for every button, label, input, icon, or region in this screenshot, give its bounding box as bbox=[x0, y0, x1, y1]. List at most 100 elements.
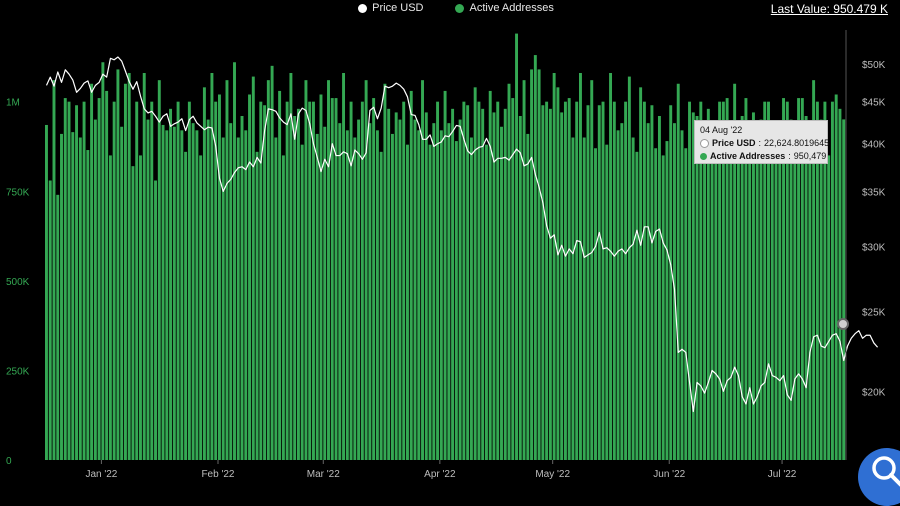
bar bbox=[154, 180, 157, 460]
bar bbox=[733, 83, 737, 460]
bar bbox=[195, 130, 199, 460]
bar bbox=[263, 105, 267, 460]
bar bbox=[778, 137, 782, 460]
bar bbox=[409, 90, 413, 461]
last-value-link[interactable]: Last Value: 950.479 K bbox=[770, 2, 888, 16]
bar bbox=[225, 80, 229, 461]
bar bbox=[763, 101, 767, 461]
bar bbox=[827, 155, 831, 461]
right-tick-label: $30K bbox=[862, 242, 886, 253]
bar bbox=[642, 101, 646, 461]
bar bbox=[67, 101, 71, 461]
bar bbox=[503, 108, 507, 460]
bar bbox=[812, 80, 816, 461]
bar bbox=[582, 137, 586, 460]
bar bbox=[748, 123, 752, 461]
bar bbox=[338, 123, 342, 461]
bar bbox=[97, 98, 101, 460]
bar bbox=[537, 69, 541, 461]
bar bbox=[187, 101, 191, 461]
right-axis-ticks: $20K $25K $30K $35K $40K $45K $50K bbox=[862, 60, 886, 398]
bar bbox=[838, 108, 842, 460]
bar bbox=[834, 94, 838, 460]
bar bbox=[511, 98, 515, 460]
bar bbox=[458, 119, 462, 460]
bar bbox=[481, 108, 485, 460]
bar bbox=[736, 137, 740, 460]
right-tick-label: $50K bbox=[862, 60, 886, 71]
bar bbox=[657, 116, 661, 460]
bar bbox=[691, 112, 695, 461]
bar bbox=[312, 101, 315, 461]
bar bbox=[759, 119, 763, 460]
bar bbox=[428, 144, 432, 461]
left-tick-label: 1M bbox=[6, 98, 20, 109]
bar bbox=[398, 119, 402, 460]
bar bbox=[105, 90, 109, 461]
bar bbox=[571, 137, 575, 460]
bar bbox=[515, 33, 518, 460]
bar bbox=[669, 105, 673, 460]
bar bbox=[176, 101, 180, 461]
bar bbox=[601, 101, 605, 461]
tooltip-addresses-label: Active Addresses bbox=[710, 151, 786, 161]
hover-point[interactable] bbox=[837, 318, 849, 330]
bar bbox=[454, 141, 458, 460]
bar bbox=[541, 105, 545, 460]
bar bbox=[131, 166, 135, 461]
bar bbox=[594, 148, 597, 460]
bar bbox=[123, 83, 127, 460]
bar bbox=[616, 130, 620, 460]
bar bbox=[597, 105, 601, 460]
bar bbox=[714, 144, 718, 461]
legend-item-price[interactable]: Price USD bbox=[346, 2, 423, 14]
bar bbox=[368, 123, 372, 461]
bar bbox=[477, 101, 481, 461]
bar bbox=[165, 130, 169, 460]
bar bbox=[244, 130, 248, 460]
bar bbox=[116, 69, 120, 461]
bar bbox=[214, 101, 218, 461]
x-tick-label: May '22 bbox=[535, 469, 570, 480]
bar bbox=[518, 116, 522, 460]
search-icon bbox=[872, 456, 900, 487]
legend-item-active-addresses[interactable]: Active Addresses bbox=[443, 2, 554, 14]
bar bbox=[676, 83, 680, 460]
bar bbox=[390, 133, 394, 461]
bar bbox=[552, 73, 556, 460]
bar bbox=[530, 69, 534, 461]
price-line bbox=[45, 56, 879, 413]
bar bbox=[830, 101, 834, 461]
bar bbox=[680, 130, 684, 460]
bar bbox=[364, 80, 368, 461]
bar bbox=[439, 130, 443, 460]
active-addresses-bars bbox=[45, 33, 846, 461]
right-tick-label: $35K bbox=[862, 187, 886, 198]
x-tick-label: Mar '22 bbox=[307, 469, 340, 480]
bar bbox=[45, 124, 48, 461]
bar bbox=[300, 144, 304, 461]
bar bbox=[721, 101, 725, 461]
bar bbox=[135, 101, 139, 461]
price-line-path bbox=[45, 56, 879, 413]
bar bbox=[127, 73, 131, 460]
bar bbox=[473, 87, 477, 460]
bar bbox=[699, 101, 703, 461]
bar bbox=[710, 137, 714, 460]
bar bbox=[567, 98, 571, 460]
bar bbox=[755, 137, 759, 460]
bar bbox=[447, 123, 451, 461]
bar bbox=[285, 101, 289, 461]
bar bbox=[586, 105, 590, 460]
legend-addresses-dot bbox=[455, 3, 465, 13]
bar bbox=[443, 90, 447, 461]
bar bbox=[308, 101, 312, 461]
bar bbox=[488, 90, 492, 461]
bar bbox=[815, 101, 819, 461]
bar bbox=[353, 137, 357, 460]
x-tick-label: Apr '22 bbox=[424, 469, 456, 480]
tooltip-addresses-value: 950,479 bbox=[793, 151, 827, 161]
bar bbox=[417, 130, 421, 460]
bar bbox=[101, 62, 105, 460]
bar bbox=[823, 101, 827, 461]
